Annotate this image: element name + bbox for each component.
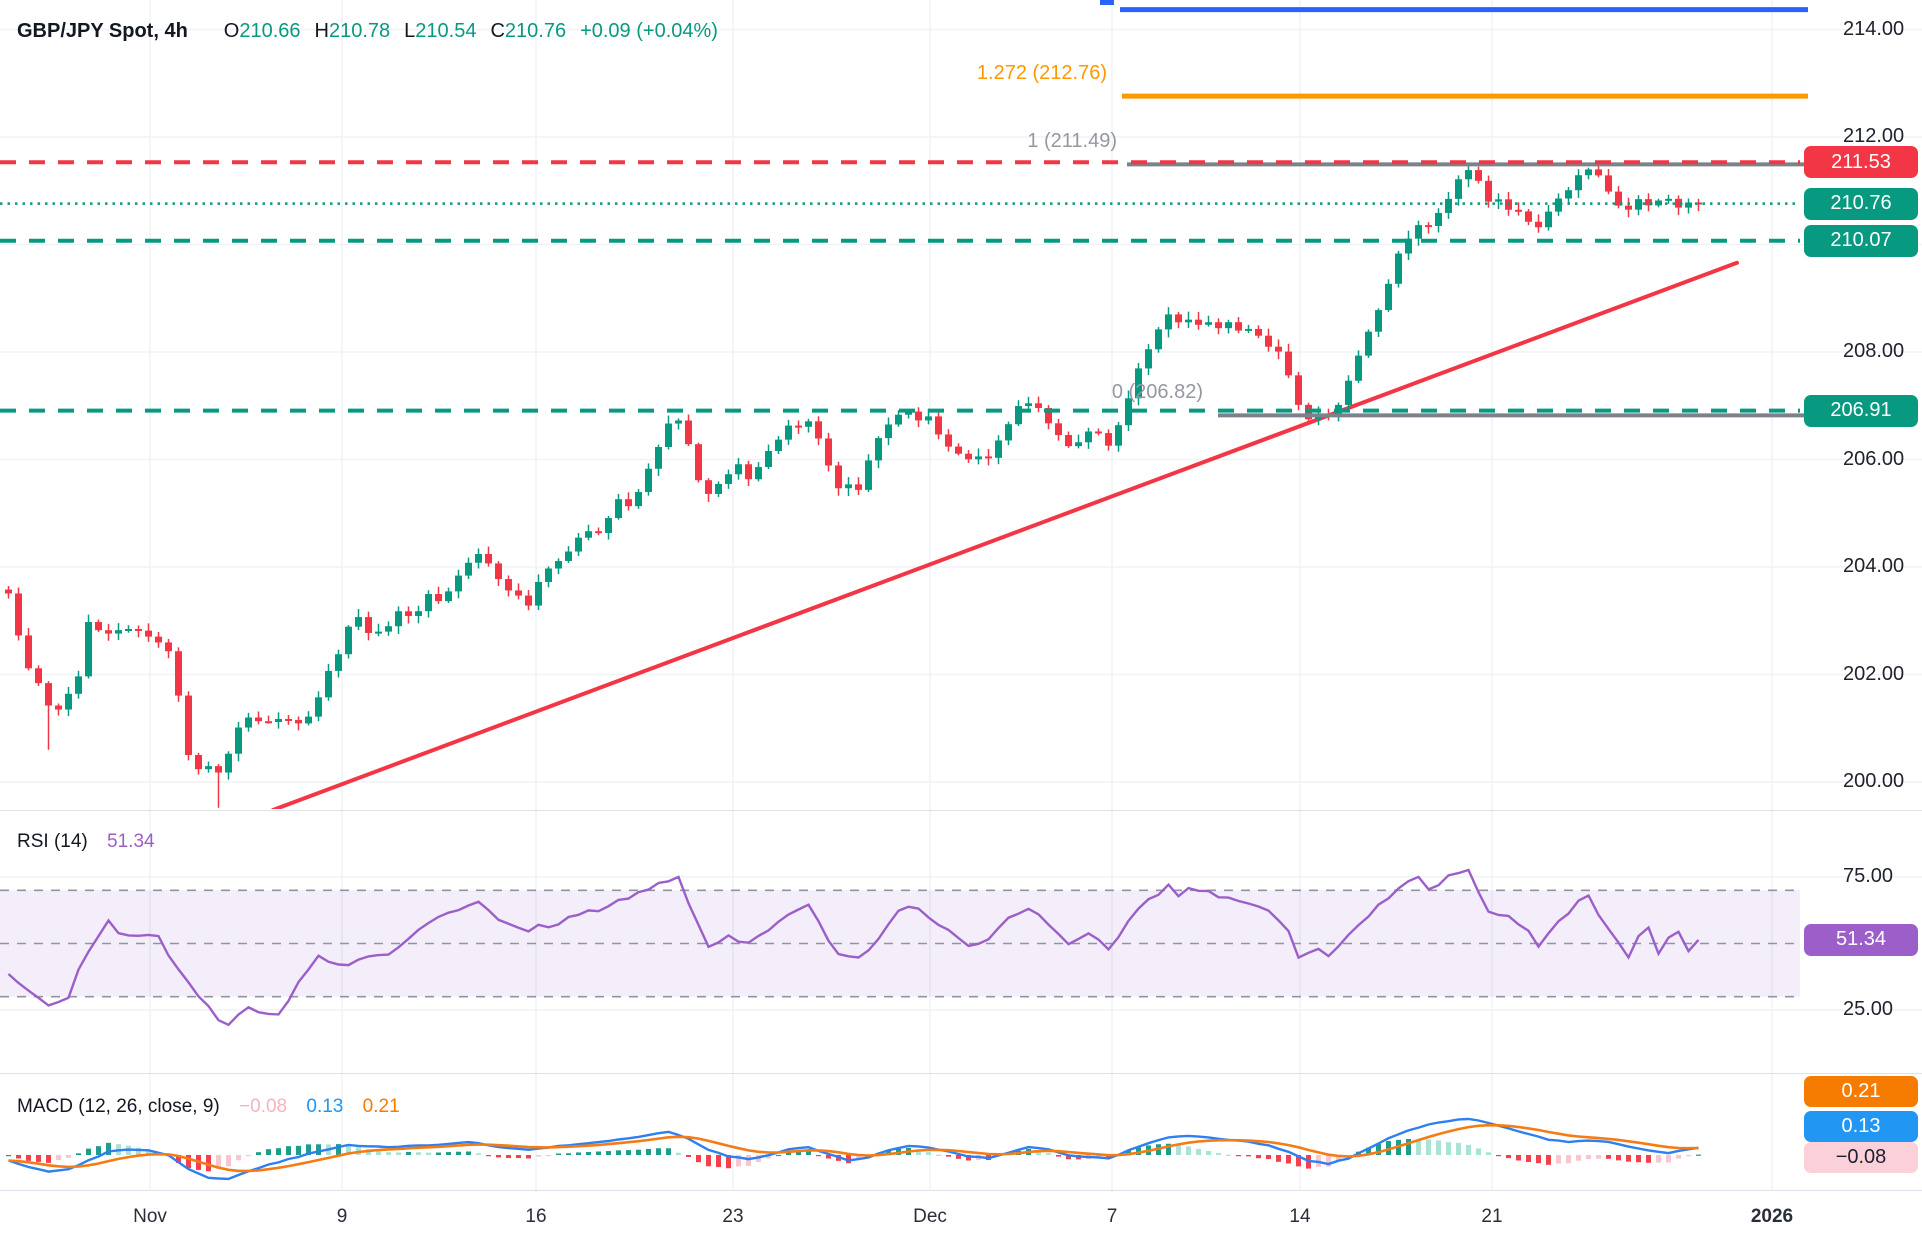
- close-value: 210.76: [504, 20, 567, 42]
- change-value: +0.09 (+0.04%): [580, 20, 718, 42]
- macd-line: [8, 1117, 1699, 1181]
- macd-signal-value: 0.21: [362, 1096, 400, 1117]
- clipped-fib-label-fragment: [1100, 0, 1114, 5]
- candles: [5, 165, 1702, 808]
- symbol-title: GBP/JPY Spot, 4h: [17, 20, 188, 42]
- close-label: C: [490, 20, 505, 42]
- low-label: L: [404, 20, 416, 42]
- symbol-status-line: GBP/JPY Spot, 4h O210.66 H210.78 L210.54 C21…: [17, 20, 718, 43]
- rsi-line: [7, 868, 1700, 1027]
- pane-separator-price-rsi[interactable]: [0, 810, 1922, 811]
- pane-separator-time-axis[interactable]: [0, 1190, 1922, 1191]
- macd-line-value: 0.13: [306, 1096, 344, 1117]
- macd-status-line: MACD (12, 26, close, 9) −0.08 0.13 0.21: [17, 1096, 400, 1118]
- rsi-status-line: RSI (14) 51.34: [17, 831, 155, 853]
- macd-histogram-value: −0.08: [239, 1096, 288, 1117]
- open-label: O: [223, 20, 240, 42]
- open-value: 210.66: [239, 20, 301, 42]
- pane-separator-rsi-macd[interactable]: [0, 1073, 1922, 1074]
- macd-label: MACD (12, 26, close, 9): [17, 1096, 220, 1117]
- high-label: H: [314, 20, 329, 42]
- rsi-label: RSI (14): [17, 831, 88, 852]
- trendline[interactable]: [271, 260, 1739, 810]
- high-value: 210.78: [328, 20, 391, 42]
- macd-signal-line: [8, 1123, 1699, 1173]
- rsi-value: 51.34: [107, 831, 155, 852]
- low-value: 210.54: [415, 20, 477, 42]
